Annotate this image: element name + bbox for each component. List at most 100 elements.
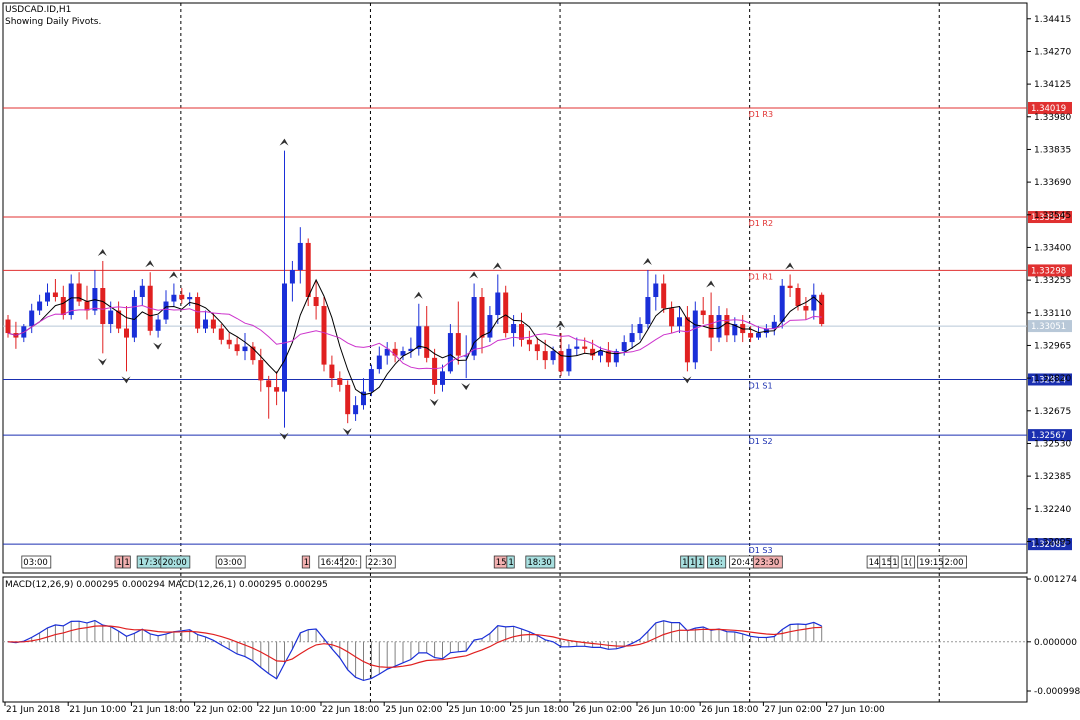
macd-tick-label: -0.000998 xyxy=(1034,687,1080,697)
fractal-up-marker xyxy=(413,291,423,299)
pivot-price-tag-text: 1.32814 xyxy=(1031,375,1066,385)
candle-body xyxy=(432,357,438,385)
fractal-down-marker xyxy=(121,376,131,384)
candle xyxy=(297,227,303,284)
pivot-price-tag-text: 1.34019 xyxy=(1031,104,1066,114)
candle xyxy=(416,303,422,356)
candle xyxy=(155,315,161,338)
time-tick-label: 25 Jun 18:00 xyxy=(512,705,569,715)
session-label-box xyxy=(707,555,727,569)
pivot-price-tag xyxy=(1028,211,1072,224)
candle-body xyxy=(368,369,374,392)
candle xyxy=(819,292,825,327)
candle-body xyxy=(590,348,596,356)
candle xyxy=(45,283,50,307)
candle xyxy=(645,269,651,329)
candle-body xyxy=(684,317,690,363)
pivot-label: D1 R1 xyxy=(749,272,773,281)
session-label-box xyxy=(301,555,311,569)
candle-body xyxy=(708,315,714,338)
candle xyxy=(337,371,343,392)
price-tick-label: 1.33835 xyxy=(1034,145,1071,155)
fractal-down-marker xyxy=(342,428,352,436)
candle xyxy=(447,324,453,374)
candle-body xyxy=(282,283,287,392)
candle-body xyxy=(605,351,611,363)
session-label: 18: xyxy=(709,558,723,568)
candle xyxy=(234,337,240,356)
pivot-price-tag-text: 1.32083 xyxy=(1031,540,1066,550)
candle xyxy=(361,378,366,410)
candle-body xyxy=(179,294,185,300)
price-tick-label: 1.33980 xyxy=(1034,113,1071,123)
price-tick-label: 1.32530 xyxy=(1034,439,1071,449)
candle xyxy=(29,303,35,334)
candle-body xyxy=(408,348,414,352)
candle-body xyxy=(313,297,319,307)
candle xyxy=(803,297,809,320)
candle xyxy=(487,306,493,343)
candle xyxy=(408,337,414,358)
candle-body xyxy=(495,292,501,316)
candle xyxy=(52,278,58,302)
pivot-price-tag xyxy=(1028,538,1072,551)
candle xyxy=(732,317,738,343)
candle-body xyxy=(811,294,817,311)
session-label: 20:45 xyxy=(731,558,756,568)
candle xyxy=(100,260,106,354)
session-label: 15: xyxy=(496,558,510,568)
candle xyxy=(534,337,540,361)
candle xyxy=(131,290,137,343)
candle xyxy=(613,348,619,367)
time-tick-label: 21 Jun 2018 xyxy=(6,705,60,715)
session-label-box xyxy=(342,555,362,569)
time-tick-label: 21 Jun 10:00 xyxy=(69,705,126,715)
candle-body xyxy=(558,351,564,372)
candle-body xyxy=(534,344,540,352)
candle-body xyxy=(803,306,809,311)
candle xyxy=(708,292,714,352)
session-label-box xyxy=(752,555,783,569)
candle xyxy=(787,274,793,298)
candle-body xyxy=(321,306,327,365)
candle xyxy=(566,344,572,376)
candle-body xyxy=(210,319,216,329)
price-tick-label: 1.32385 xyxy=(1034,472,1071,482)
price-tick-label: 1.32095 xyxy=(1034,537,1071,547)
price-tick-label: 1.33545 xyxy=(1034,211,1071,221)
session-label: 1 xyxy=(304,558,309,568)
candle-body xyxy=(424,326,430,358)
candle xyxy=(400,346,406,361)
candle xyxy=(503,285,509,338)
candle-body xyxy=(337,378,343,385)
candle-body xyxy=(748,333,754,338)
session-label-box xyxy=(688,555,697,569)
main-frame xyxy=(2,2,1028,574)
session-label: 15 xyxy=(881,558,892,568)
time-tick-label: 22 Jun 18:00 xyxy=(322,705,379,715)
session-label: 20: xyxy=(344,558,358,568)
candle-body xyxy=(613,351,619,363)
candle-body xyxy=(52,292,58,298)
chart-symbol: USDCAD.ID,H1 xyxy=(5,5,71,15)
candle-body xyxy=(258,360,264,381)
candle xyxy=(5,315,11,338)
time-tick-label: 21 Jun 18:00 xyxy=(132,705,189,715)
time-tick-label: 26 Jun 02:00 xyxy=(575,705,632,715)
session-label: 2:00 xyxy=(944,558,963,568)
candle-body xyxy=(447,333,453,372)
session-label-box xyxy=(901,555,916,569)
candle xyxy=(187,292,193,307)
candle-body xyxy=(203,319,208,329)
fractal-down-marker xyxy=(461,383,471,391)
candle-body xyxy=(131,297,137,338)
candle-body xyxy=(218,328,224,340)
candle xyxy=(76,272,82,307)
candle-body xyxy=(171,294,177,302)
session-label: 1 xyxy=(690,558,695,568)
session-label-box xyxy=(122,555,131,569)
session-label: 22:30 xyxy=(368,558,393,568)
candle-body xyxy=(598,351,603,356)
candle xyxy=(440,364,445,392)
